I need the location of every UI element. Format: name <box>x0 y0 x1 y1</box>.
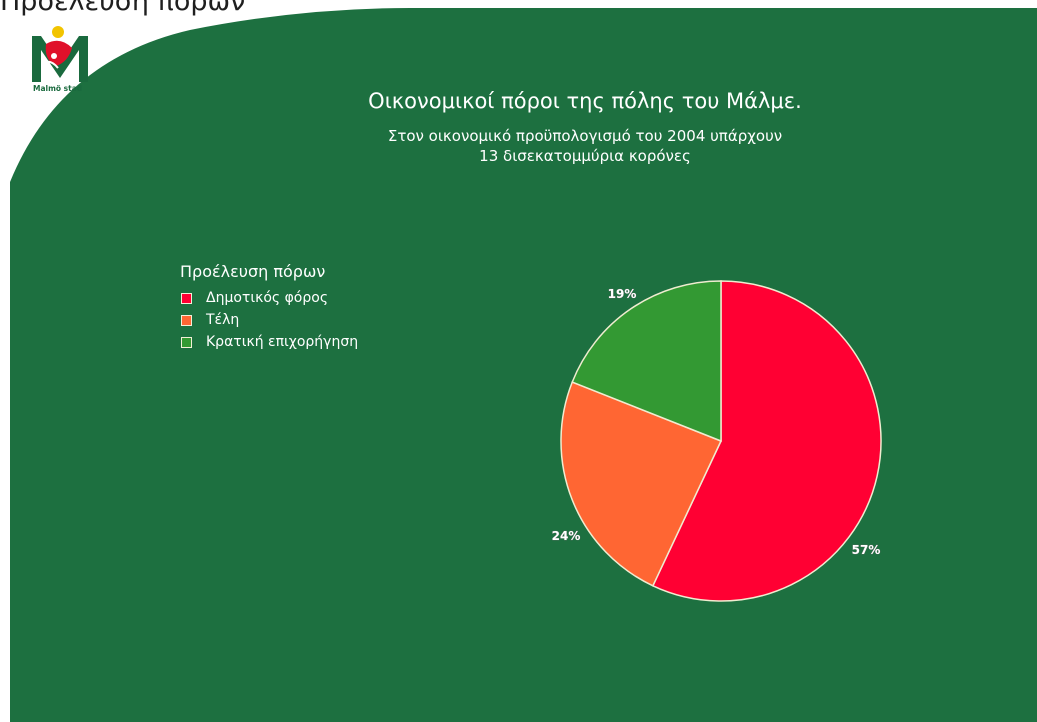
pie-slice-municipal-tax <box>651 280 882 602</box>
chart-subtitle-line-2: 13 δισεκατομμύρια κορόνες <box>479 147 691 165</box>
pie-slice-fees <box>560 381 723 587</box>
malmo-logo <box>28 22 92 92</box>
pie-slice-state-grant <box>571 280 722 443</box>
pie-label-municipal-tax: 57% <box>852 543 881 557</box>
pie-label-state-grant: 19% <box>608 287 637 301</box>
legend-item-fees: Τέλη <box>180 309 358 331</box>
legend-swatch-state-grant <box>181 336 192 348</box>
page-heading: Προέλευση πόρων <box>0 0 246 17</box>
chart-title: Οικονομικοί πόροι της πόλης του Μάλμε. <box>368 89 802 113</box>
pie-label-fees: 24% <box>552 529 581 543</box>
chart-subtitle-line-1: Στον οικονομικό προϋπολογισμό του 2004 υ… <box>387 127 783 145</box>
legend: Προέλευση πόρων Δημοτικός φόρος Τέλη Κρα… <box>180 262 358 353</box>
legend-item-state-grant: Κρατική επιχορήγηση <box>180 331 358 353</box>
legend-item-municipal-tax: Δημοτικός φόρος <box>180 287 358 309</box>
malmo-logo-icon <box>32 26 88 82</box>
legend-swatch-fees <box>181 314 192 326</box>
legend-label-state-grant: Κρατική επιχορήγηση <box>206 334 359 350</box>
legend-label-municipal-tax: Δημοτικός φόρος <box>206 290 329 306</box>
logo-text: Malmö stad <box>33 84 83 93</box>
legend-label-fees: Τέλη <box>206 312 240 328</box>
legend-title: Προέλευση πόρων <box>180 262 326 281</box>
legend-swatch-municipal-tax <box>181 292 192 304</box>
